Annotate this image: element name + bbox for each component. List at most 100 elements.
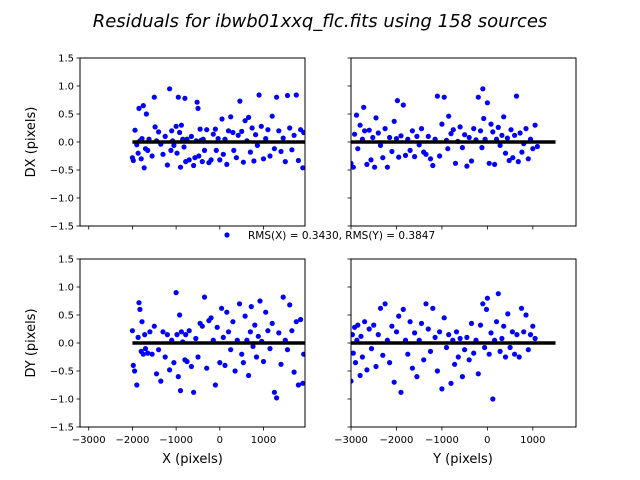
data-point (434, 93, 440, 99)
data-point (464, 334, 470, 340)
data-point (532, 335, 538, 342)
data-point (437, 329, 443, 335)
data-point (421, 357, 427, 363)
data-point (430, 162, 436, 169)
data-point (370, 134, 376, 141)
data-point (366, 326, 372, 332)
data-point (184, 358, 190, 365)
data-point (271, 146, 277, 152)
data-point (452, 160, 459, 166)
data-point (484, 295, 490, 301)
data-point (446, 113, 452, 119)
data-point (362, 128, 368, 134)
data-point (228, 114, 234, 120)
y-tick-label: 1.0 (58, 82, 74, 93)
data-point (508, 127, 514, 133)
data-point (240, 360, 246, 366)
data-point (301, 129, 305, 136)
data-point (293, 92, 299, 98)
data-point (247, 329, 253, 335)
data-point (368, 157, 374, 163)
data-point (351, 164, 356, 170)
data-point (468, 158, 475, 164)
data-point (468, 320, 475, 326)
data-point (446, 332, 452, 338)
data-point (523, 312, 529, 318)
data-point (518, 305, 525, 311)
data-point (242, 313, 248, 319)
data-point (232, 368, 238, 374)
data-point (480, 301, 486, 307)
data-point (271, 389, 277, 395)
data-point (434, 368, 440, 374)
data-point (353, 112, 360, 118)
x-tick-label: −3000 (72, 435, 106, 446)
data-point (188, 363, 194, 370)
data-point (373, 363, 379, 370)
data-point (393, 136, 400, 142)
data-point (174, 332, 180, 338)
data-point (527, 332, 534, 338)
data-point (254, 142, 260, 148)
data-point (497, 142, 503, 148)
data-point (267, 346, 273, 352)
data-point (181, 144, 187, 150)
data-point (177, 164, 184, 170)
data-point (278, 148, 284, 155)
panel-dx-vs-y (347, 57, 577, 230)
data-point (430, 305, 436, 311)
data-point (486, 351, 492, 357)
data-point (510, 155, 516, 161)
data-point (293, 319, 299, 325)
data-point (441, 94, 447, 100)
data-point (197, 126, 203, 132)
data-point (253, 354, 260, 360)
data-point (136, 105, 142, 111)
y-tick-label: 0.0 (58, 138, 74, 149)
data-point (145, 147, 151, 153)
data-point (372, 164, 378, 170)
data-point (412, 154, 418, 160)
data-point (391, 118, 397, 124)
data-point (351, 160, 354, 166)
data-point (147, 329, 153, 335)
data-point (530, 323, 536, 329)
y-tick-label: −1.5 (50, 423, 74, 434)
y-tick-label: 0.0 (58, 339, 74, 350)
data-point (130, 362, 136, 368)
data-point (351, 332, 355, 338)
scatter-points (351, 291, 538, 402)
x-tick-label: 1000 (520, 435, 545, 446)
data-point (534, 143, 541, 150)
data-point (495, 124, 501, 130)
data-point (178, 329, 184, 335)
data-point (412, 330, 418, 336)
data-point (287, 302, 293, 308)
data-point (530, 146, 536, 152)
data-point (364, 161, 370, 167)
data-point (398, 133, 404, 139)
data-point (153, 371, 160, 377)
x-tick-label: 0 (217, 435, 223, 446)
data-point (225, 329, 232, 335)
data-point (483, 306, 490, 312)
data-point (247, 149, 253, 155)
data-point (437, 153, 443, 159)
data-point (252, 322, 258, 328)
data-point (398, 389, 404, 395)
data-point (423, 301, 429, 307)
data-point (177, 129, 183, 136)
data-point (300, 380, 305, 386)
data-point (466, 134, 472, 141)
data-point (407, 147, 413, 153)
data-point (265, 127, 271, 133)
data-point (509, 329, 515, 335)
data-point (394, 98, 400, 104)
data-point (219, 116, 225, 122)
y-tick-label: −1.5 (50, 222, 74, 233)
data-point (251, 158, 257, 164)
data-point (162, 133, 168, 139)
data-point (414, 133, 420, 139)
data-point (257, 298, 263, 304)
